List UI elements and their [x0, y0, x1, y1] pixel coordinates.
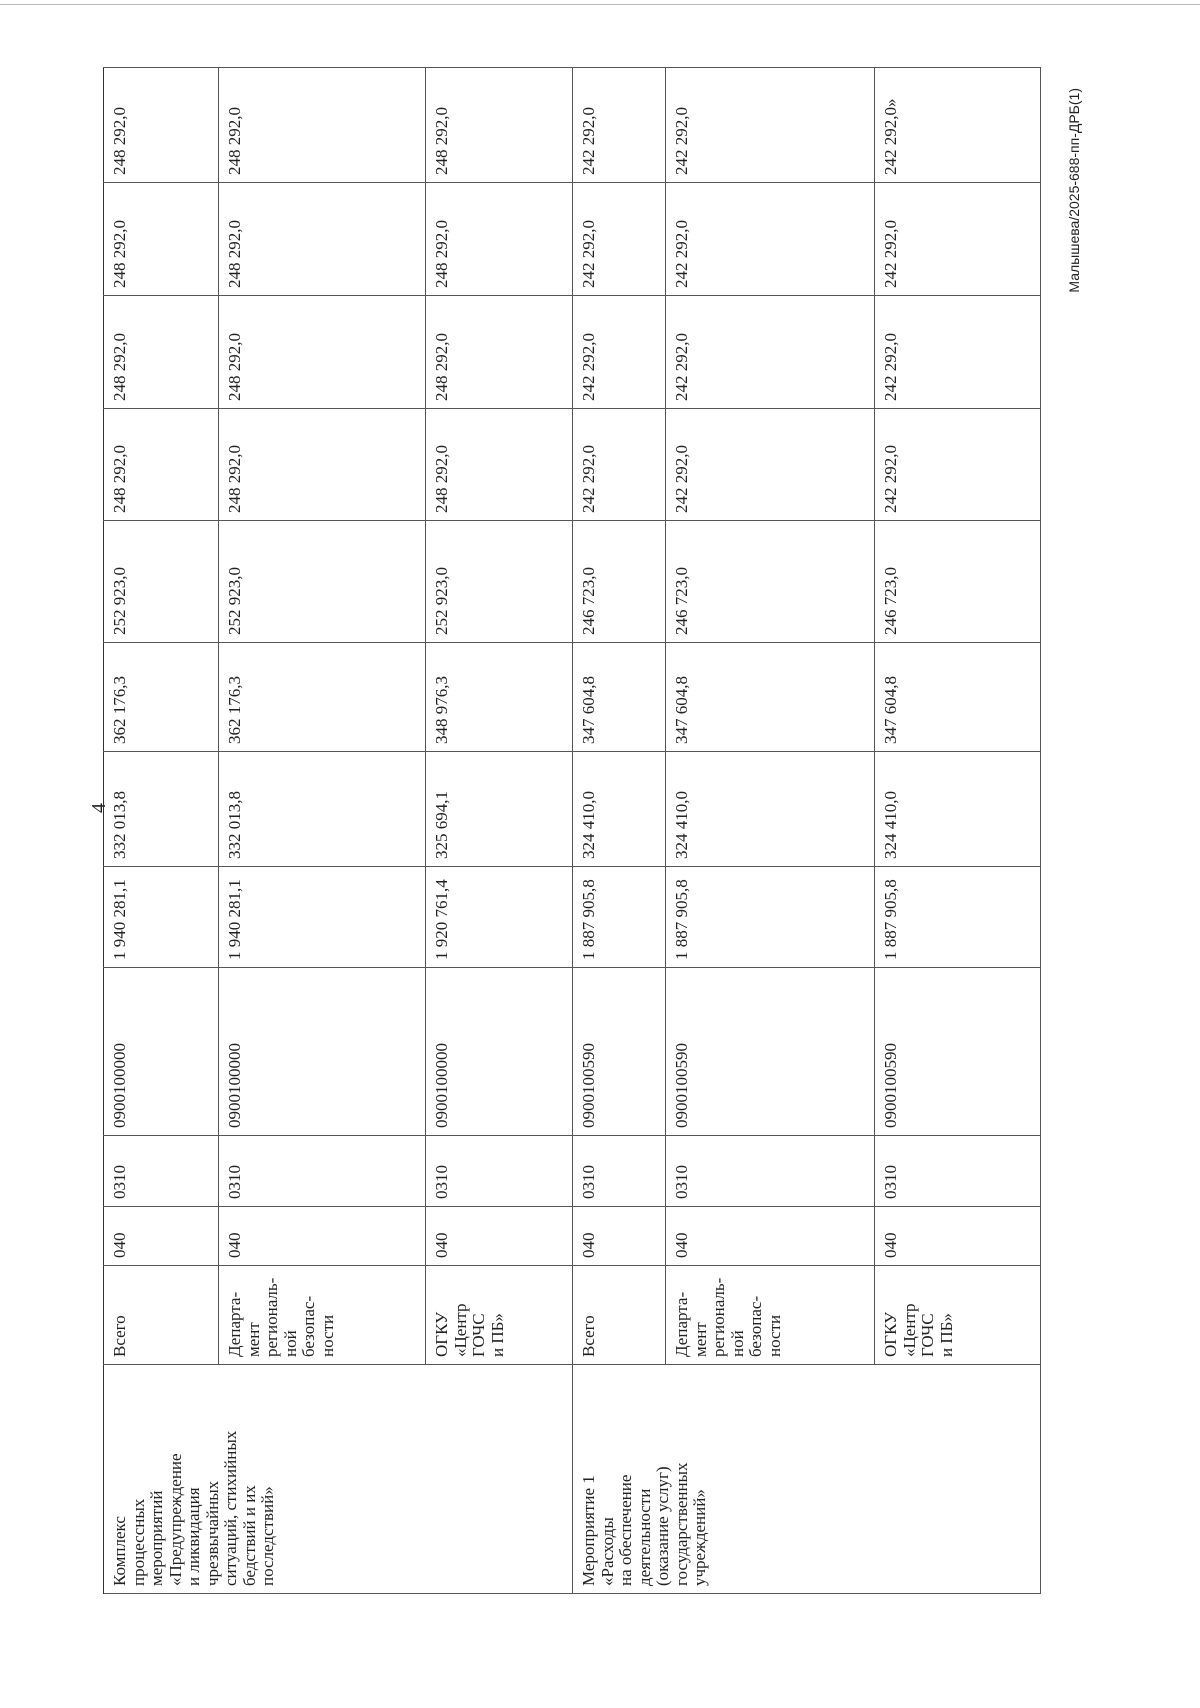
executor-cell: ОГКУ «Центр ГОЧС и ПБ»: [425, 1265, 573, 1365]
executor-cell: Департа- мент региональ- ной безопас- но…: [218, 1265, 426, 1365]
amount-cell: 242 292,0: [874, 408, 1041, 521]
amount-cell: 1 887 905,8: [572, 866, 666, 968]
section-code-cell: 0310: [218, 1135, 426, 1207]
amount-cell: 246 723,0: [572, 520, 666, 643]
amount-cell: 252 923,0: [425, 520, 573, 643]
grbs-code-cell: 040: [572, 1206, 666, 1266]
amount-cell: 246 723,0: [665, 520, 875, 643]
amount-cell: 248 292,0: [218, 67, 426, 183]
amount-cell: 332 013,8: [218, 751, 426, 867]
table-row: Комплекс процессных мероприятий «Предупр…: [103, 67, 573, 1594]
amount-cell: 242 292,0: [665, 408, 875, 521]
target-article-cell: 0900100590: [874, 967, 1041, 1136]
section-code-cell: 0310: [103, 1135, 219, 1207]
amount-cell: 242 292,0: [572, 408, 666, 521]
amount-cell: 246 723,0: [874, 520, 1041, 643]
amount-cell: 242 292,0: [665, 295, 875, 409]
amount-cell: 325 694,1: [425, 751, 573, 867]
amount-cell: 248 292,0: [103, 408, 219, 521]
amount-cell: 1 940 281,1: [218, 866, 426, 968]
amount-cell: 248 292,0: [103, 295, 219, 409]
amount-cell: 248 292,0: [218, 408, 426, 521]
amount-cell: 362 176,3: [218, 642, 426, 752]
amount-cell: 362 176,3: [103, 642, 219, 752]
measure-name-cell: Комплекс процессных мероприятий «Предупр…: [103, 1364, 573, 1594]
amount-cell: 252 923,0: [218, 520, 426, 643]
amount-cell: 347 604,8: [665, 642, 875, 752]
amount-cell: 252 923,0: [103, 520, 219, 643]
amount-cell: 248 292,0: [218, 295, 426, 409]
target-article-cell: 0900100000: [425, 967, 573, 1136]
amount-cell: 248 292,0: [103, 182, 219, 296]
amount-cell: 347 604,8: [572, 642, 666, 752]
amount-cell: 242 292,0: [665, 182, 875, 296]
executor-cell: Департа- мент региональ- ной безопас- но…: [665, 1265, 875, 1365]
section-code-cell: 0310: [425, 1135, 573, 1207]
target-article-cell: 0900100000: [218, 967, 426, 1136]
amount-cell: 324 410,0: [572, 751, 666, 867]
grbs-code-cell: 040: [425, 1206, 573, 1266]
amount-cell: 242 292,0»: [874, 67, 1041, 183]
table-row: Мероприятие 1 «Расходы на обеспечение де…: [572, 67, 1041, 1594]
amount-cell: 248 292,0: [103, 67, 219, 183]
amount-cell: 1 887 905,8: [665, 866, 875, 968]
amount-cell: 332 013,8: [103, 751, 219, 867]
measure-name-cell: Мероприятие 1 «Расходы на обеспечение де…: [572, 1364, 1041, 1594]
target-article-cell: 0900100590: [572, 967, 666, 1136]
amount-cell: 347 604,8: [874, 642, 1041, 752]
grbs-code-cell: 040: [103, 1206, 219, 1266]
executor-cell: Всего: [103, 1265, 219, 1365]
amount-cell: 348 976,3: [425, 642, 573, 752]
document-footer-code: Малышева/2025-688-пп-ДРБ(1): [1066, 88, 1082, 293]
scan-edge-line: [0, 4, 1200, 5]
section-code-cell: 0310: [572, 1135, 666, 1207]
amount-cell: 1 887 905,8: [874, 866, 1041, 968]
grbs-code-cell: 040: [874, 1206, 1041, 1266]
amount-cell: 248 292,0: [425, 67, 573, 183]
amount-cell: 248 292,0: [425, 295, 573, 409]
amount-cell: 242 292,0: [572, 182, 666, 296]
grbs-code-cell: 040: [218, 1206, 426, 1266]
amount-cell: 1 920 761,4: [425, 866, 573, 968]
amount-cell: 324 410,0: [874, 751, 1041, 867]
amount-cell: 324 410,0: [665, 751, 875, 867]
amount-cell: 242 292,0: [874, 295, 1041, 409]
amount-cell: 248 292,0: [425, 408, 573, 521]
amount-cell: 242 292,0: [572, 295, 666, 409]
budget-table: Комплекс процессных мероприятий «Предупр…: [103, 67, 1041, 1594]
section-code-cell: 0310: [665, 1135, 875, 1207]
executor-cell: ОГКУ «Центр ГОЧС и ПБ»: [874, 1265, 1041, 1365]
grbs-code-cell: 040: [665, 1206, 875, 1266]
amount-cell: 1 940 281,1: [103, 866, 219, 968]
section-code-cell: 0310: [874, 1135, 1041, 1207]
amount-cell: 242 292,0: [874, 182, 1041, 296]
amount-cell: 242 292,0: [572, 67, 666, 183]
target-article-cell: 0900100000: [103, 967, 219, 1136]
executor-cell: Всего: [572, 1265, 666, 1365]
amount-cell: 242 292,0: [665, 67, 875, 183]
amount-cell: 248 292,0: [218, 182, 426, 296]
target-article-cell: 0900100590: [665, 967, 875, 1136]
amount-cell: 248 292,0: [425, 182, 573, 296]
